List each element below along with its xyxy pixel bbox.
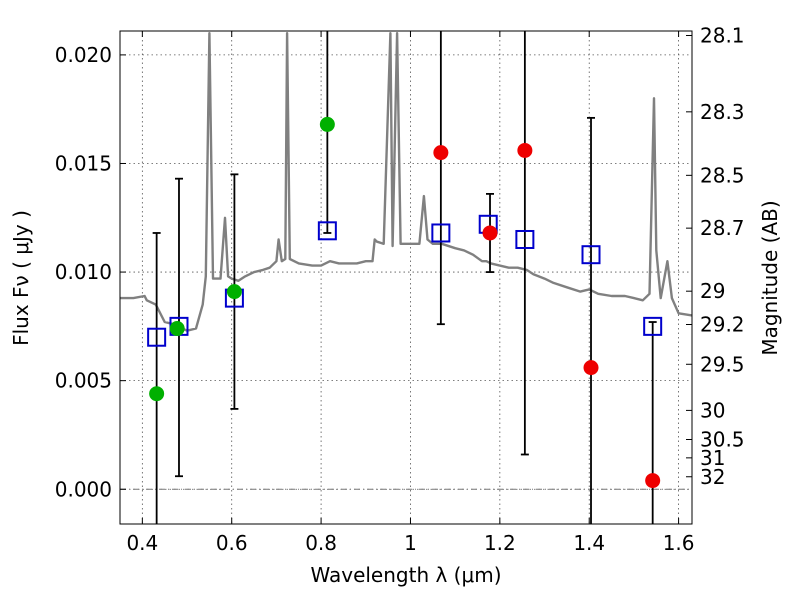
spectrum-line: [120, 32, 692, 332]
x-tick-label: 1.4: [573, 531, 605, 555]
detection-point: [319, 116, 335, 132]
x-tick-label: 0.6: [216, 531, 248, 555]
magnitude-tick-label: 31: [700, 446, 725, 470]
magnitude-tick-label: 29.2: [700, 313, 745, 337]
magnitude-tick-label: 29.5: [700, 352, 745, 376]
magnitude-tick-label: 29: [700, 279, 725, 303]
upper-limit-point: [482, 225, 498, 241]
y-tick-label: 0.015: [55, 151, 112, 175]
y-axis-ticks: 0.000 0.005 0.010 0.015 0.020: [55, 43, 126, 501]
x-tick-label: 1.6: [663, 531, 695, 555]
upper-limit-point: [583, 360, 599, 376]
magnitude-tick-label: 30.5: [700, 427, 745, 451]
model-flux-square: [581, 245, 601, 265]
magnitude-tick-label: 28.3: [700, 100, 745, 124]
magnitude-tick-label: 28.7: [700, 216, 745, 240]
plot-frame: [119, 30, 693, 525]
data-markers: [147, 116, 663, 489]
magnitude-axis-label: Magnitude (AB): [758, 200, 782, 355]
upper-limit-point: [645, 473, 661, 489]
y-tick-label: 0.010: [55, 260, 112, 284]
x-axis-ticks: 0.4 0.6 0.8 1 1.2 1.4 1.6: [126, 31, 695, 555]
upper-limit-point: [433, 145, 449, 161]
upper-limit-point: [517, 142, 533, 158]
y-tick-label: 0.000: [55, 477, 112, 501]
y-axis-label: Flux Fν ( μJy ): [9, 210, 33, 346]
magnitude-tick-label: 28.1: [700, 23, 745, 47]
detection-point: [226, 284, 242, 300]
model-flux-square: [147, 327, 167, 347]
model-flux-square: [643, 316, 663, 336]
model-spectrum: [120, 32, 692, 332]
magnitude-tick-label: 32: [700, 465, 725, 489]
magnitude-tick-label: 28.5: [700, 163, 745, 187]
magnitude-tick-label: 30: [700, 398, 725, 422]
x-tick-label: 1.2: [484, 531, 516, 555]
x-axis-label: Wavelength λ (μm): [310, 563, 501, 587]
x-tick-label: 0.8: [305, 531, 337, 555]
grid-lines: [120, 31, 692, 524]
y-tick-label: 0.005: [55, 369, 112, 393]
detection-point: [149, 386, 165, 402]
y-tick-label: 0.020: [55, 43, 112, 67]
model-flux-square: [515, 229, 535, 249]
detection-point: [169, 321, 185, 337]
x-tick-label: 0.4: [126, 531, 158, 555]
model-flux-square: [317, 221, 337, 241]
x-tick-label: 1: [404, 531, 417, 555]
model-flux-square: [431, 223, 451, 243]
